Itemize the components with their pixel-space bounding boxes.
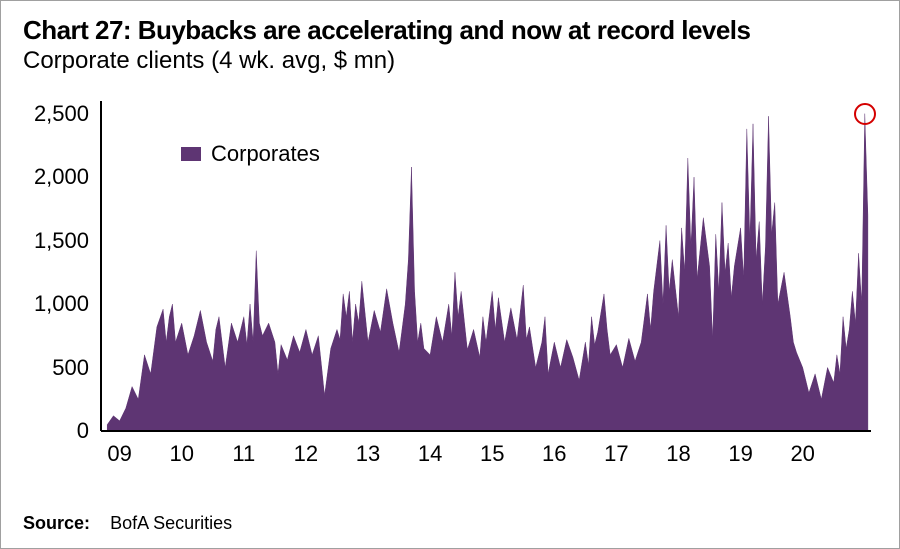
x-tick-label: 17 xyxy=(604,441,628,467)
y-tick-label: 500 xyxy=(52,355,89,381)
chart-subtitle: Corporate clients (4 wk. avg, $ mn) xyxy=(23,47,395,75)
plot-area: 05001,0001,5002,0002,5000910111213141516… xyxy=(101,101,871,431)
area-series xyxy=(107,114,868,431)
x-tick-label: 13 xyxy=(356,441,380,467)
chart-svg xyxy=(101,101,871,431)
x-tick-label: 15 xyxy=(480,441,504,467)
x-tick-label: 18 xyxy=(666,441,690,467)
annotation-circle-icon xyxy=(854,103,876,125)
source-prefix: Source: xyxy=(23,513,90,533)
x-tick-label: 10 xyxy=(169,441,193,467)
y-tick-label: 1,000 xyxy=(34,291,89,317)
x-tick-label: 20 xyxy=(790,441,814,467)
x-tick-label: 16 xyxy=(542,441,566,467)
x-tick-label: 11 xyxy=(232,441,255,467)
y-tick-label: 0 xyxy=(77,418,89,444)
x-tick-label: 14 xyxy=(418,441,442,467)
source-text: BofA Securities xyxy=(110,513,232,533)
y-tick-label: 2,500 xyxy=(34,101,89,127)
source-line: Source: BofA Securities xyxy=(23,513,232,534)
chart-frame: { "title": "Chart 27: Buybacks are accel… xyxy=(0,0,900,549)
x-tick-label: 12 xyxy=(294,441,318,467)
chart-title: Chart 27: Buybacks are accelerating and … xyxy=(23,15,750,46)
y-tick-label: 1,500 xyxy=(34,228,89,254)
x-tick-label: 19 xyxy=(728,441,752,467)
y-tick-label: 2,000 xyxy=(34,164,89,190)
x-tick-label: 09 xyxy=(107,441,131,467)
